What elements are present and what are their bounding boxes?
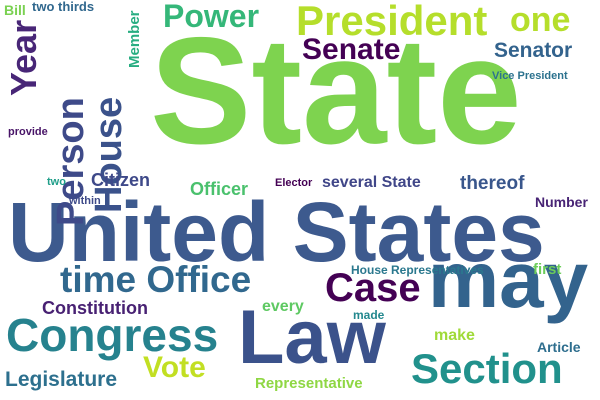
word-congress: Congress <box>6 309 219 361</box>
word-citizen: Citizen <box>91 170 151 190</box>
word-every: every <box>262 298 304 315</box>
word-thereof: thereof <box>460 173 525 194</box>
word-provide: provide <box>8 126 48 138</box>
word-vice-president: Vice President <box>492 70 568 82</box>
word-united-states: United States <box>8 185 545 279</box>
word-state: State <box>150 6 522 176</box>
word-case: Case <box>325 266 421 310</box>
word-made: made <box>353 308 385 322</box>
word-time-office: time Office <box>60 259 252 300</box>
word-vote: Vote <box>143 351 206 384</box>
word-constitution: Constitution <box>42 298 148 318</box>
word-within: within <box>69 195 101 207</box>
word-president: President <box>296 0 488 44</box>
word-legislature: Legislature <box>5 368 118 391</box>
word-officer: Officer <box>190 179 249 199</box>
word-two: two <box>47 176 66 188</box>
word-senator: Senator <box>494 39 573 62</box>
word-number: Number <box>535 194 588 210</box>
word-senate: Senate <box>302 33 401 66</box>
word-house-representatives: House Representatives <box>351 263 484 277</box>
word-bill: Bill <box>4 2 26 18</box>
word-may: may <box>428 235 589 324</box>
word-year: Year <box>3 19 44 96</box>
word-two-thirds: two thirds <box>32 0 95 14</box>
word-representative: Representative <box>255 375 363 392</box>
word-several-state: several State <box>322 174 421 191</box>
word-law: Law <box>238 295 386 380</box>
word-power: Power <box>163 0 260 34</box>
word-first: first <box>533 261 562 278</box>
word-one: one <box>510 1 571 39</box>
word-article: Article <box>537 339 581 355</box>
word-section: Section <box>411 345 563 392</box>
word-make: make <box>434 327 475 344</box>
word-member: Member <box>126 10 143 68</box>
word-elector: Elector <box>275 177 313 189</box>
